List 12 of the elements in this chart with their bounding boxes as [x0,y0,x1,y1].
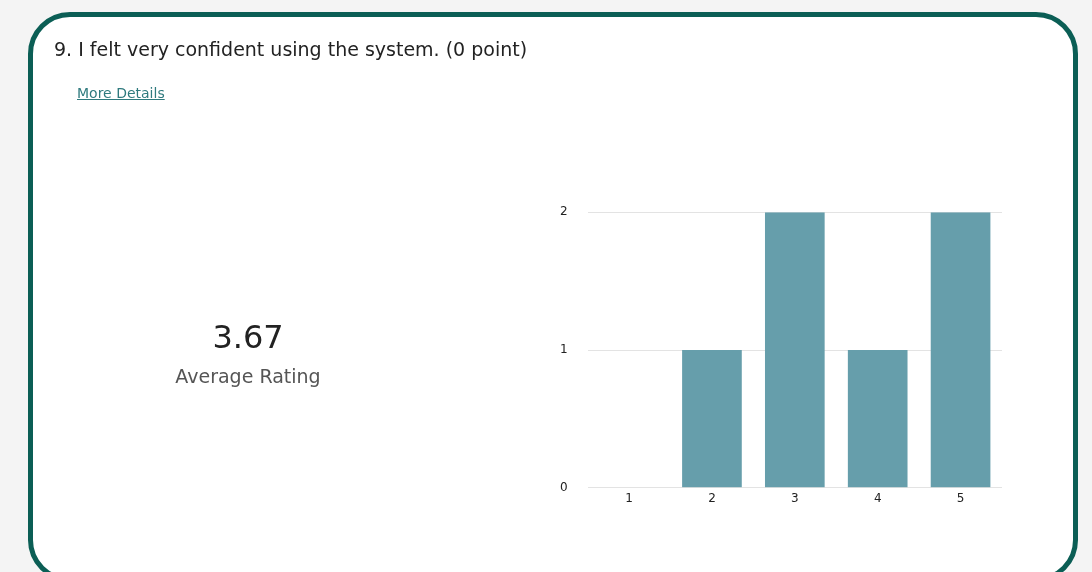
y-tick-label: 1 [559,342,568,357]
x-tick-label: 3 [791,491,799,506]
y-tick-label: 2 [559,204,568,219]
text: More Details [77,85,165,101]
x-tick-label: 1 [625,491,633,506]
x-tick-label: 4 [873,491,882,506]
x-tick-label: 2 [708,491,716,506]
y-tick-label: 0 [559,479,568,494]
text: 3.67 [211,318,285,356]
text: 9. I felt very confident using the system. (0 point) [54,38,528,60]
text: Average Rating [174,365,322,387]
x-tick-label: 5 [956,491,965,506]
